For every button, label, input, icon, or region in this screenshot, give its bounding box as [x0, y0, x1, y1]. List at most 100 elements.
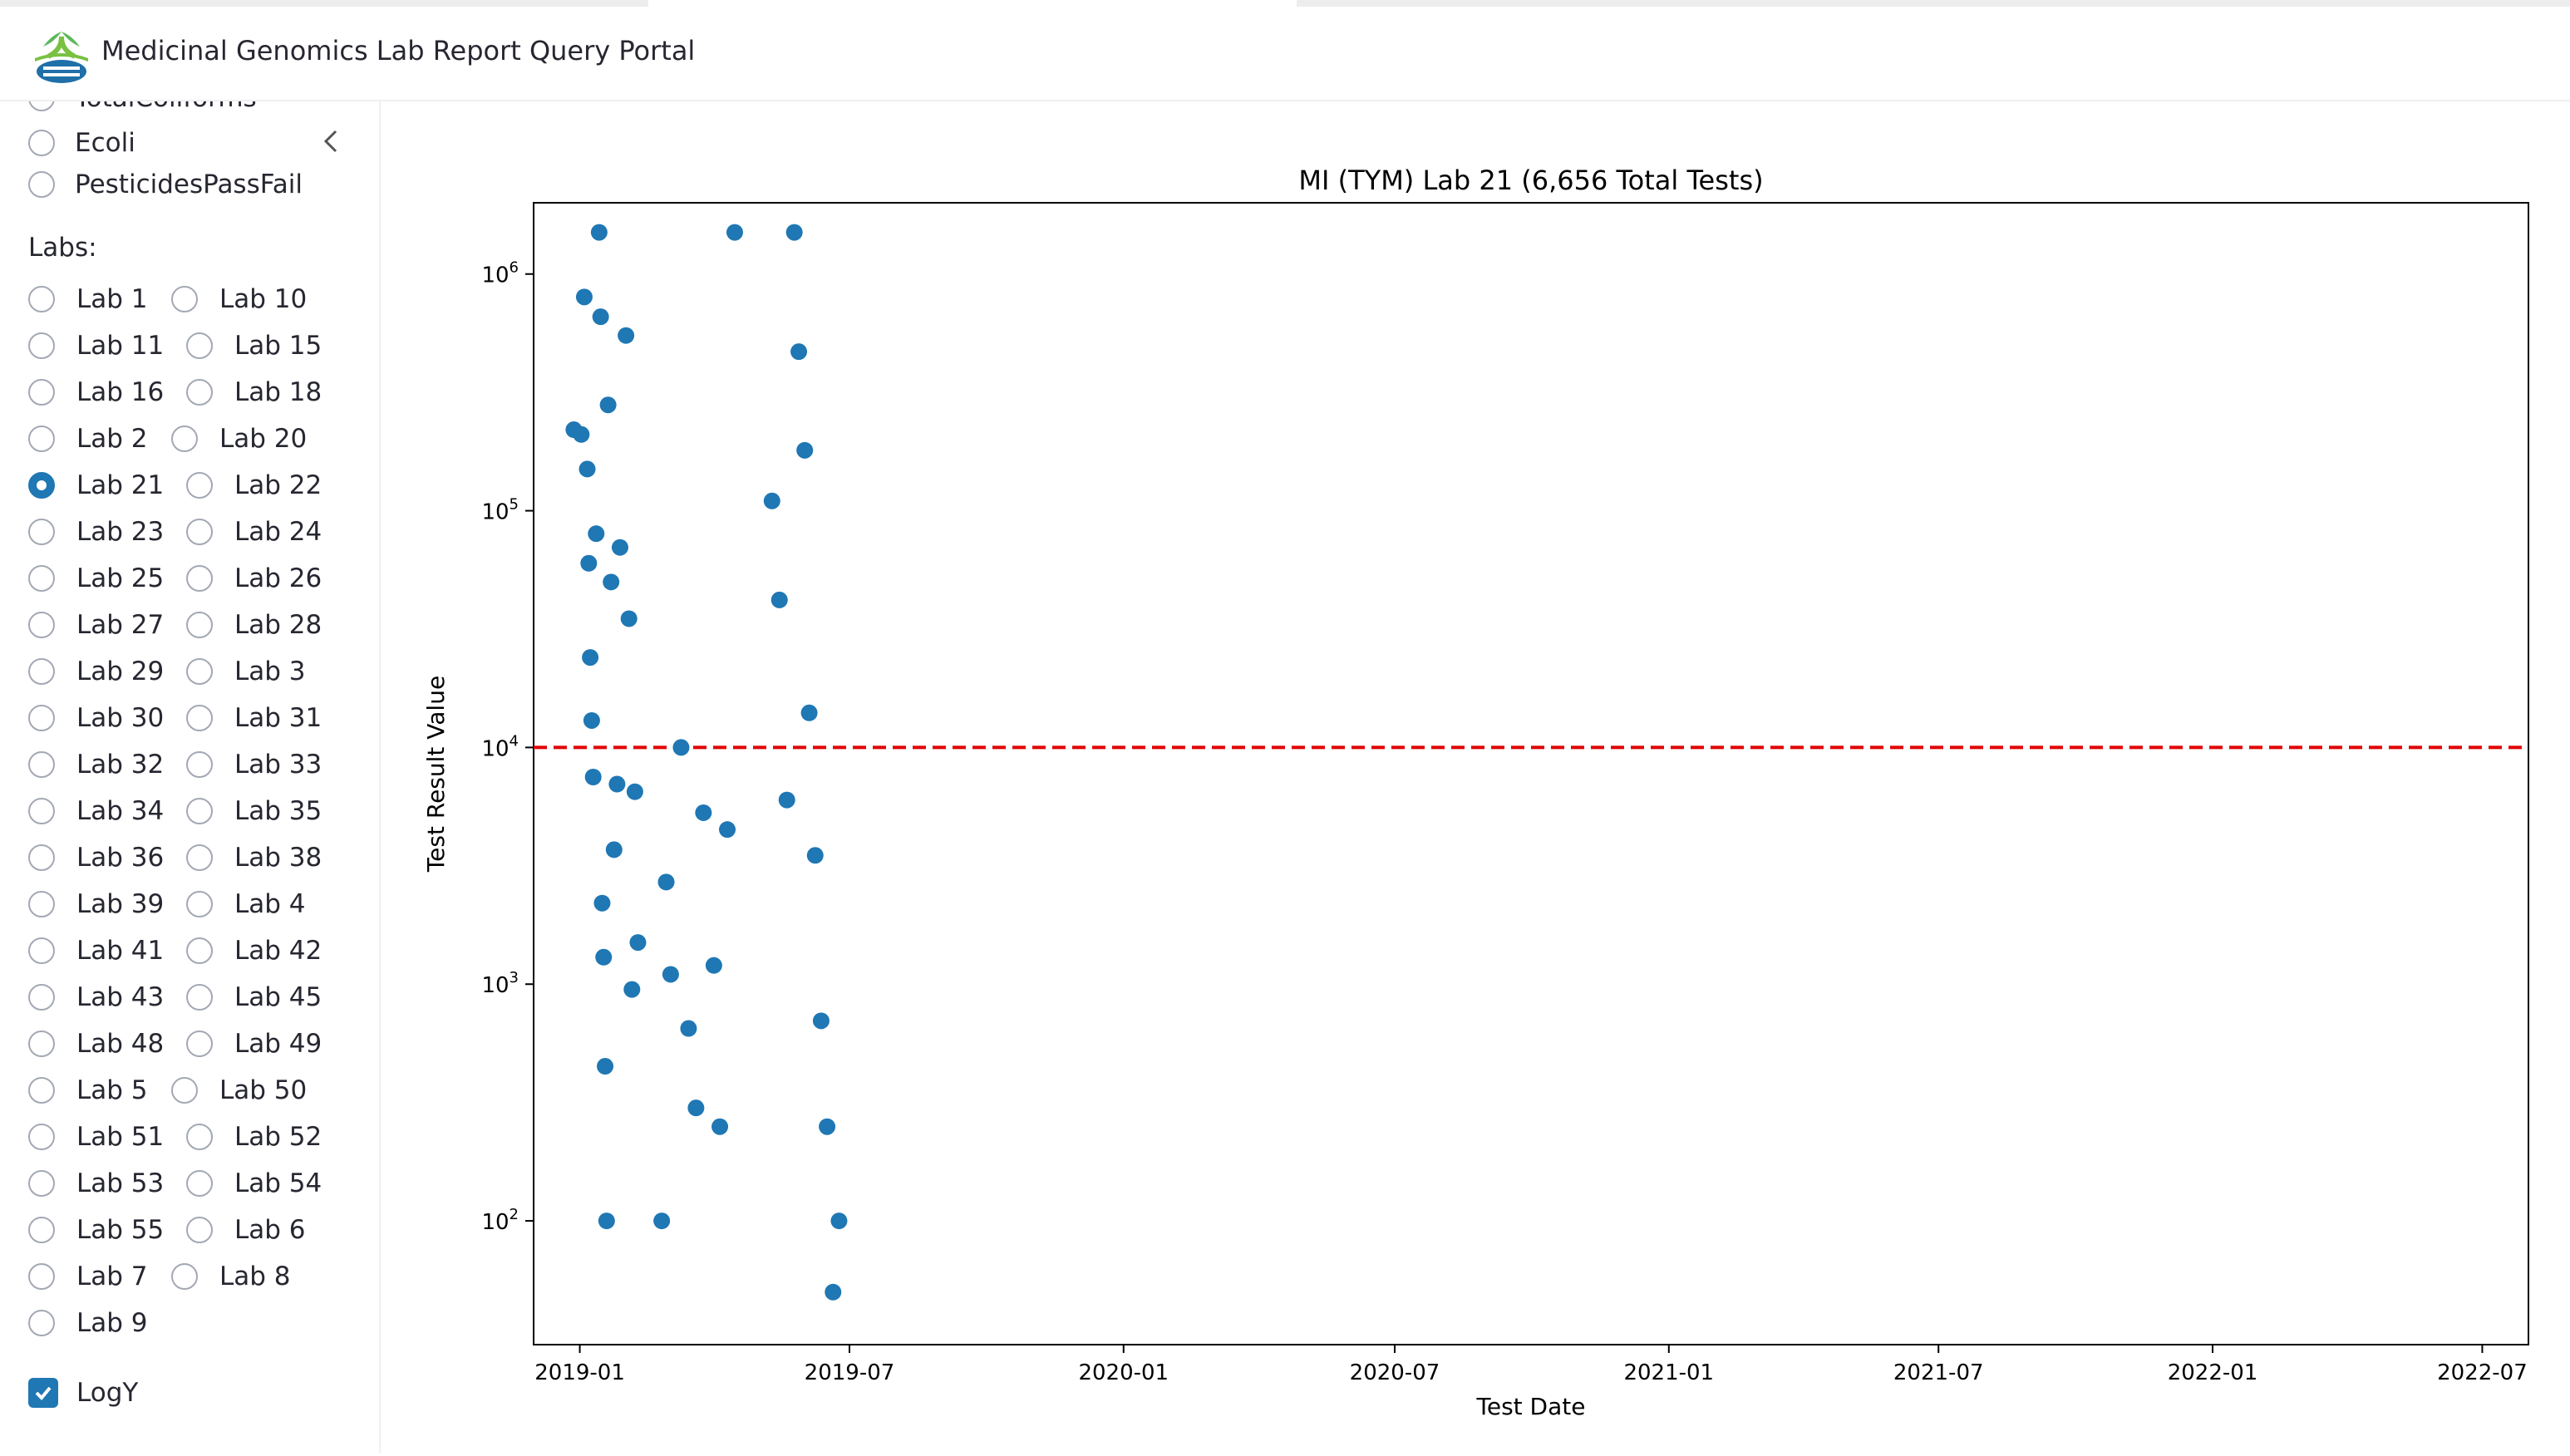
radio-icon[interactable]	[186, 1170, 213, 1197]
lab-option[interactable]: Lab 54	[186, 1165, 322, 1202]
lab-option[interactable]: Lab 43	[28, 979, 164, 1016]
lab-option[interactable]: Lab 24	[186, 514, 322, 550]
lab-option[interactable]: Lab 11	[28, 327, 164, 364]
radio-icon[interactable]	[186, 332, 213, 359]
radio-icon[interactable]	[186, 751, 213, 778]
lab-option[interactable]: Lab 45	[186, 979, 322, 1016]
lab-option[interactable]: Lab 35	[186, 793, 322, 829]
radio-icon[interactable]	[28, 519, 55, 545]
radio-icon[interactable]	[186, 798, 213, 824]
radio-icon[interactable]	[28, 472, 55, 499]
test-option-pesticidespassfail[interactable]: PesticidesPassFail	[28, 166, 303, 203]
radio-icon[interactable]	[28, 286, 55, 312]
collapse-sidebar-chevron-left-icon[interactable]	[316, 125, 344, 158]
lab-option[interactable]: Lab 50	[171, 1072, 307, 1109]
lab-option[interactable]: Lab 31	[186, 700, 322, 736]
lab-option[interactable]: Lab 5	[28, 1072, 148, 1109]
test-option-totalcoliforms[interactable]: TotalColiforms	[28, 101, 257, 116]
lab-option[interactable]: Lab 2	[28, 421, 148, 457]
lab-option[interactable]: Lab 16	[28, 374, 164, 411]
lab-option[interactable]: Lab 9	[28, 1305, 148, 1341]
radio-icon[interactable]	[171, 286, 198, 312]
radio-icon[interactable]	[28, 1310, 55, 1336]
test-option-ecoli[interactable]: Ecoli	[28, 125, 135, 161]
radio-icon[interactable]	[28, 844, 55, 871]
radio-icon[interactable]	[186, 472, 213, 499]
lab-option[interactable]: Lab 32	[28, 746, 164, 783]
sidebar[interactable]: TotalColiforms Ecoli PesticidesPassFail …	[0, 101, 381, 1453]
radio-icon[interactable]	[28, 984, 55, 1011]
lab-option[interactable]: Lab 3	[186, 653, 306, 690]
radio-icon[interactable]	[171, 1077, 198, 1104]
lab-option[interactable]: Lab 25	[28, 560, 164, 597]
radio-icon[interactable]	[28, 130, 55, 156]
radio-icon[interactable]	[186, 612, 213, 638]
radio-icon[interactable]	[186, 379, 213, 406]
radio-icon[interactable]	[171, 1263, 198, 1290]
lab-option[interactable]: Lab 6	[186, 1212, 306, 1248]
radio-icon[interactable]	[28, 101, 55, 111]
lab-option[interactable]: Lab 48	[28, 1026, 164, 1062]
radio-icon[interactable]	[28, 891, 55, 917]
radio-icon[interactable]	[171, 425, 198, 452]
lab-option[interactable]: Lab 38	[186, 839, 322, 876]
lab-option[interactable]: Lab 53	[28, 1165, 164, 1202]
lab-option[interactable]: Lab 42	[186, 932, 322, 969]
lab-option[interactable]: Lab 28	[186, 607, 322, 643]
radio-icon[interactable]	[28, 1217, 55, 1243]
radio-icon[interactable]	[186, 565, 213, 592]
radio-icon[interactable]	[28, 798, 55, 824]
radio-icon[interactable]	[186, 937, 213, 964]
lab-option[interactable]: Lab 4	[186, 886, 306, 922]
radio-icon[interactable]	[28, 379, 55, 406]
radio-icon[interactable]	[28, 705, 55, 731]
radio-icon[interactable]	[186, 891, 213, 917]
lab-option[interactable]: Lab 27	[28, 607, 164, 643]
lab-option[interactable]: Lab 7	[28, 1258, 148, 1295]
lab-option[interactable]: Lab 34	[28, 793, 164, 829]
lab-option[interactable]: Lab 29	[28, 653, 164, 690]
lab-option[interactable]: Lab 15	[186, 327, 322, 364]
radio-icon[interactable]	[28, 1031, 55, 1057]
lab-option[interactable]: Lab 8	[171, 1258, 291, 1295]
radio-icon[interactable]	[28, 332, 55, 359]
lab-option[interactable]: Lab 33	[186, 746, 322, 783]
lab-option[interactable]: Lab 20	[171, 421, 307, 457]
browser-tab[interactable]	[648, 0, 1297, 7]
radio-icon[interactable]	[28, 1170, 55, 1197]
radio-icon[interactable]	[186, 1124, 213, 1150]
radio-icon[interactable]	[28, 1077, 55, 1104]
logy-checkbox-row[interactable]: LogY	[28, 1375, 138, 1411]
radio-icon[interactable]	[28, 1124, 55, 1150]
radio-icon[interactable]	[28, 751, 55, 778]
radio-icon[interactable]	[28, 565, 55, 592]
radio-icon[interactable]	[186, 705, 213, 731]
lab-option[interactable]: Lab 21	[28, 467, 164, 504]
radio-icon[interactable]	[28, 937, 55, 964]
radio-icon[interactable]	[186, 1217, 213, 1243]
lab-option[interactable]: Lab 55	[28, 1212, 164, 1248]
lab-option[interactable]: Lab 30	[28, 700, 164, 736]
radio-icon[interactable]	[28, 612, 55, 638]
radio-icon[interactable]	[186, 519, 213, 545]
lab-option[interactable]: Lab 22	[186, 467, 322, 504]
lab-option[interactable]: Lab 49	[186, 1026, 322, 1062]
lab-option[interactable]: Lab 1	[28, 281, 148, 317]
radio-icon[interactable]	[186, 984, 213, 1011]
lab-option[interactable]: Lab 39	[28, 886, 164, 922]
lab-option[interactable]: Lab 41	[28, 932, 164, 969]
lab-option[interactable]: Lab 36	[28, 839, 164, 876]
radio-icon[interactable]	[28, 171, 55, 198]
radio-icon[interactable]	[28, 658, 55, 685]
lab-option[interactable]: Lab 26	[186, 560, 322, 597]
lab-option[interactable]: Lab 52	[186, 1119, 322, 1155]
radio-icon[interactable]	[186, 844, 213, 871]
radio-icon[interactable]	[186, 1031, 213, 1057]
lab-option[interactable]: Lab 23	[28, 514, 164, 550]
radio-icon[interactable]	[28, 1263, 55, 1290]
lab-option[interactable]: Lab 51	[28, 1119, 164, 1155]
lab-option[interactable]: Lab 10	[171, 281, 307, 317]
logy-checkbox[interactable]	[28, 1378, 58, 1408]
lab-option[interactable]: Lab 18	[186, 374, 322, 411]
radio-icon[interactable]	[186, 658, 213, 685]
